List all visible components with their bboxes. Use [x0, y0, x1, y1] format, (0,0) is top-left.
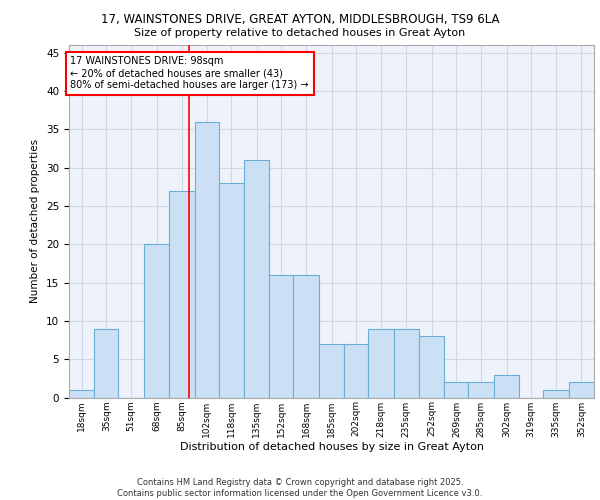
Bar [394, 328, 419, 398]
Bar [569, 382, 594, 398]
Bar [469, 382, 494, 398]
Bar [419, 336, 445, 398]
Bar [543, 390, 569, 398]
Bar [244, 160, 269, 398]
Bar [194, 122, 218, 398]
Bar [368, 328, 394, 398]
X-axis label: Distribution of detached houses by size in Great Ayton: Distribution of detached houses by size … [179, 442, 484, 452]
Bar [319, 344, 344, 398]
Text: Contains HM Land Registry data © Crown copyright and database right 2025.
Contai: Contains HM Land Registry data © Crown c… [118, 478, 482, 498]
Bar [293, 275, 319, 398]
Text: 17, WAINSTONES DRIVE, GREAT AYTON, MIDDLESBROUGH, TS9 6LA: 17, WAINSTONES DRIVE, GREAT AYTON, MIDDL… [101, 12, 499, 26]
Bar [269, 275, 293, 398]
Bar [445, 382, 469, 398]
Bar [169, 190, 194, 398]
Bar [94, 328, 118, 398]
Text: Size of property relative to detached houses in Great Ayton: Size of property relative to detached ho… [134, 28, 466, 38]
Y-axis label: Number of detached properties: Number of detached properties [31, 139, 40, 304]
Text: 17 WAINSTONES DRIVE: 98sqm
← 20% of detached houses are smaller (43)
80% of semi: 17 WAINSTONES DRIVE: 98sqm ← 20% of deta… [70, 56, 309, 90]
Bar [144, 244, 169, 398]
Bar [494, 374, 519, 398]
Bar [69, 390, 94, 398]
Bar [344, 344, 368, 398]
Bar [218, 183, 244, 398]
